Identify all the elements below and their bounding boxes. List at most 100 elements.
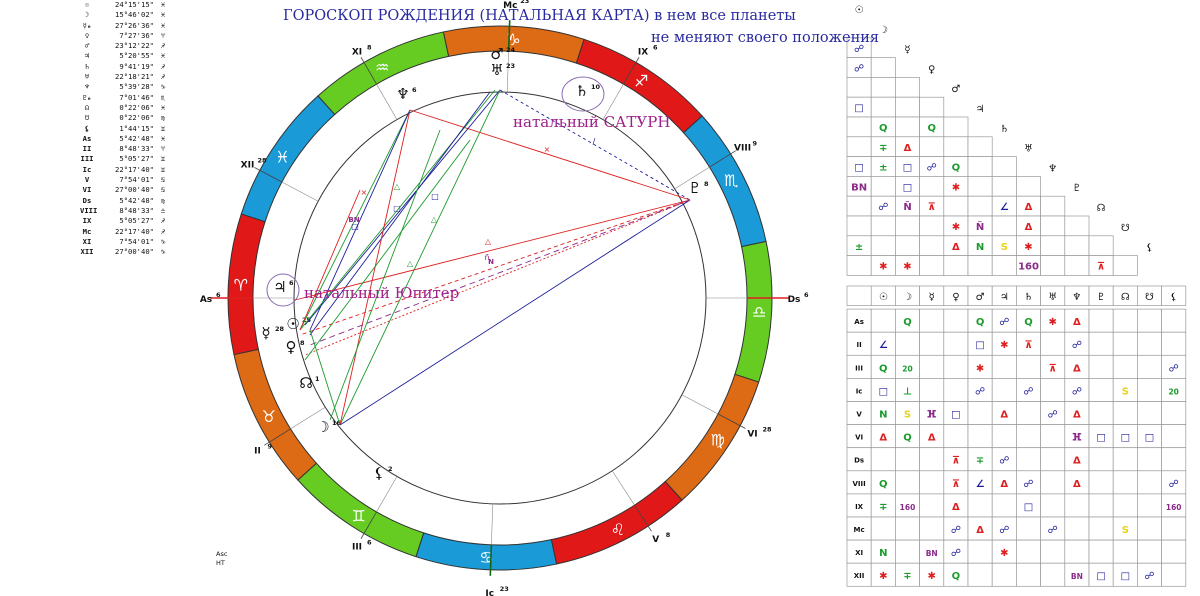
planet-glyph: ⚸ [84, 123, 90, 133]
house-degree: 6 [367, 539, 372, 547]
triangle-cell [870, 215, 896, 237]
aspect-marker: ñ [484, 253, 489, 262]
aspect-marker: □ [431, 192, 439, 201]
triangle-cell [1064, 235, 1090, 256]
row-matrix-cell [967, 539, 993, 564]
aspect-line [299, 199, 691, 336]
row-matrix-cell [1137, 354, 1162, 379]
row-matrix-cell [967, 401, 993, 425]
row-matrix-cell-symbol: ☍ [1048, 410, 1058, 421]
triangle-cell-symbol: ± [879, 163, 887, 174]
row-matrix-cell-symbol: S [904, 410, 911, 421]
planet-position: 0°22'06" [119, 113, 154, 123]
planet-row: Mc 22°17'40" ♐ [80, 227, 170, 237]
planet-position: 7°54'01" [119, 175, 154, 185]
planet-glyph: Ds [82, 195, 92, 205]
chart-planet-degree: 16 [332, 419, 342, 427]
triangle-cell [846, 195, 872, 217]
row-matrix-cell [1088, 308, 1114, 333]
row-matrix-cell [991, 493, 1017, 518]
row-matrix-cell [1137, 331, 1162, 356]
row-matrix-cell [991, 562, 1017, 587]
triangle-header-glyph: ♂ [951, 84, 960, 95]
house-cusp-line [264, 428, 291, 446]
row-matrix-cell-symbol: ⴼ [927, 410, 937, 421]
aspect-line [304, 89, 501, 326]
chart-planet-glyph: ♄ [575, 82, 588, 100]
house-degree: 9 [753, 139, 758, 147]
triangle-cell [919, 96, 945, 118]
planet-position: 27°00'40" [115, 247, 154, 257]
triangle-cell [967, 136, 993, 157]
row-matrix-cell [1040, 331, 1066, 356]
triangle-cell [1088, 235, 1114, 256]
planet-row: Ic 22°17'40" ♊ [80, 165, 170, 175]
row-matrix-col-glyph: ♃ [1000, 292, 1009, 303]
house-inner-tick [281, 181, 319, 202]
house-label: As [200, 295, 212, 305]
house-degree: 8 [367, 43, 372, 51]
planet-position: 7°27'36" [119, 30, 154, 40]
triangle-header-glyph: ☿ [904, 45, 910, 56]
row-matrix-cell [870, 447, 896, 472]
row-matrix-cell [1088, 447, 1114, 472]
row-matrix-cell [1040, 447, 1066, 472]
triangle-cell-symbol: 160 [1018, 262, 1039, 273]
planet-position: 7°54'01" [119, 236, 154, 246]
planet-position: 7°01'46" [119, 92, 154, 102]
triangle-cell [967, 156, 993, 177]
planet-sign: ♓ [160, 51, 166, 61]
triangle-cell [919, 215, 945, 237]
triangle-cell [919, 136, 945, 157]
triangle-cell-symbol: ∠ [1000, 202, 1009, 213]
planet-glyph: III [80, 154, 94, 164]
triangle-cell-symbol: Q [927, 123, 936, 134]
triangle-header-glyph: ♇ [1072, 183, 1081, 194]
row-matrix-cell [1040, 539, 1066, 564]
row-matrix-cell [1016, 516, 1041, 541]
planet-position: 1°44'15" [119, 123, 154, 133]
row-matrix-cell [943, 424, 969, 449]
row-matrix-col-glyph: ♄ [1024, 292, 1033, 303]
triangle-cell [1112, 255, 1138, 276]
triangle-cell-symbol: Ñ [903, 200, 911, 213]
planet-position: 22°17'40" [115, 226, 154, 236]
planet-row: ♄ 9°41'19" ♐ [80, 62, 170, 72]
triangle-cell [1040, 255, 1066, 276]
row-matrix-cell-symbol: ∓ [903, 571, 911, 582]
row-matrix-cell-symbol: Q [1024, 317, 1033, 328]
row-matrix-cell [1137, 516, 1162, 541]
aspect-line [299, 89, 496, 331]
house-inner-tick [506, 51, 509, 93]
house-degree: 6 [804, 291, 809, 299]
aspect-marker: □ [351, 222, 359, 231]
row-matrix-cell-symbol: Q [903, 317, 912, 328]
row-matrix-cell [1161, 516, 1187, 541]
house-degree: 9 [267, 443, 272, 451]
planet-glyph: As [82, 133, 92, 143]
row-matrix-cell [1088, 493, 1114, 518]
row-matrix-cell [1137, 470, 1162, 495]
planet-row: XI 7°54'01" ♑ [80, 237, 170, 247]
row-matrix-cell [1161, 424, 1187, 449]
planet-sign: ♈ [160, 30, 166, 40]
aspect-line [339, 199, 691, 426]
planet-position: 8°48'33" [119, 144, 154, 154]
chart-planet-degree: 24 [506, 46, 516, 54]
planet-sign: ♐ [160, 226, 166, 236]
house-cusp-line [709, 150, 736, 168]
row-matrix-row-label: Ds [854, 457, 864, 465]
triangle-cell-symbol: Δ [1025, 222, 1033, 233]
triangle-cell-symbol: Δ [904, 143, 912, 154]
zodiac-sign-glyph: ♓ [275, 148, 289, 167]
planet-sign: ♊ [160, 164, 166, 174]
chart-planet-glyph: ☽ [316, 418, 329, 436]
row-matrix-cell [1161, 331, 1187, 356]
footer-info: Asc HT [216, 550, 227, 568]
aspect-line [499, 89, 691, 201]
row-matrix-cell-symbol: Δ [1073, 479, 1081, 490]
row-matrix-cell-symbol: Δ [1000, 479, 1008, 490]
row-matrix-cell-symbol: Q [879, 363, 888, 374]
planet-position: 27°26'36" [115, 20, 154, 30]
aspect-line [339, 109, 411, 426]
